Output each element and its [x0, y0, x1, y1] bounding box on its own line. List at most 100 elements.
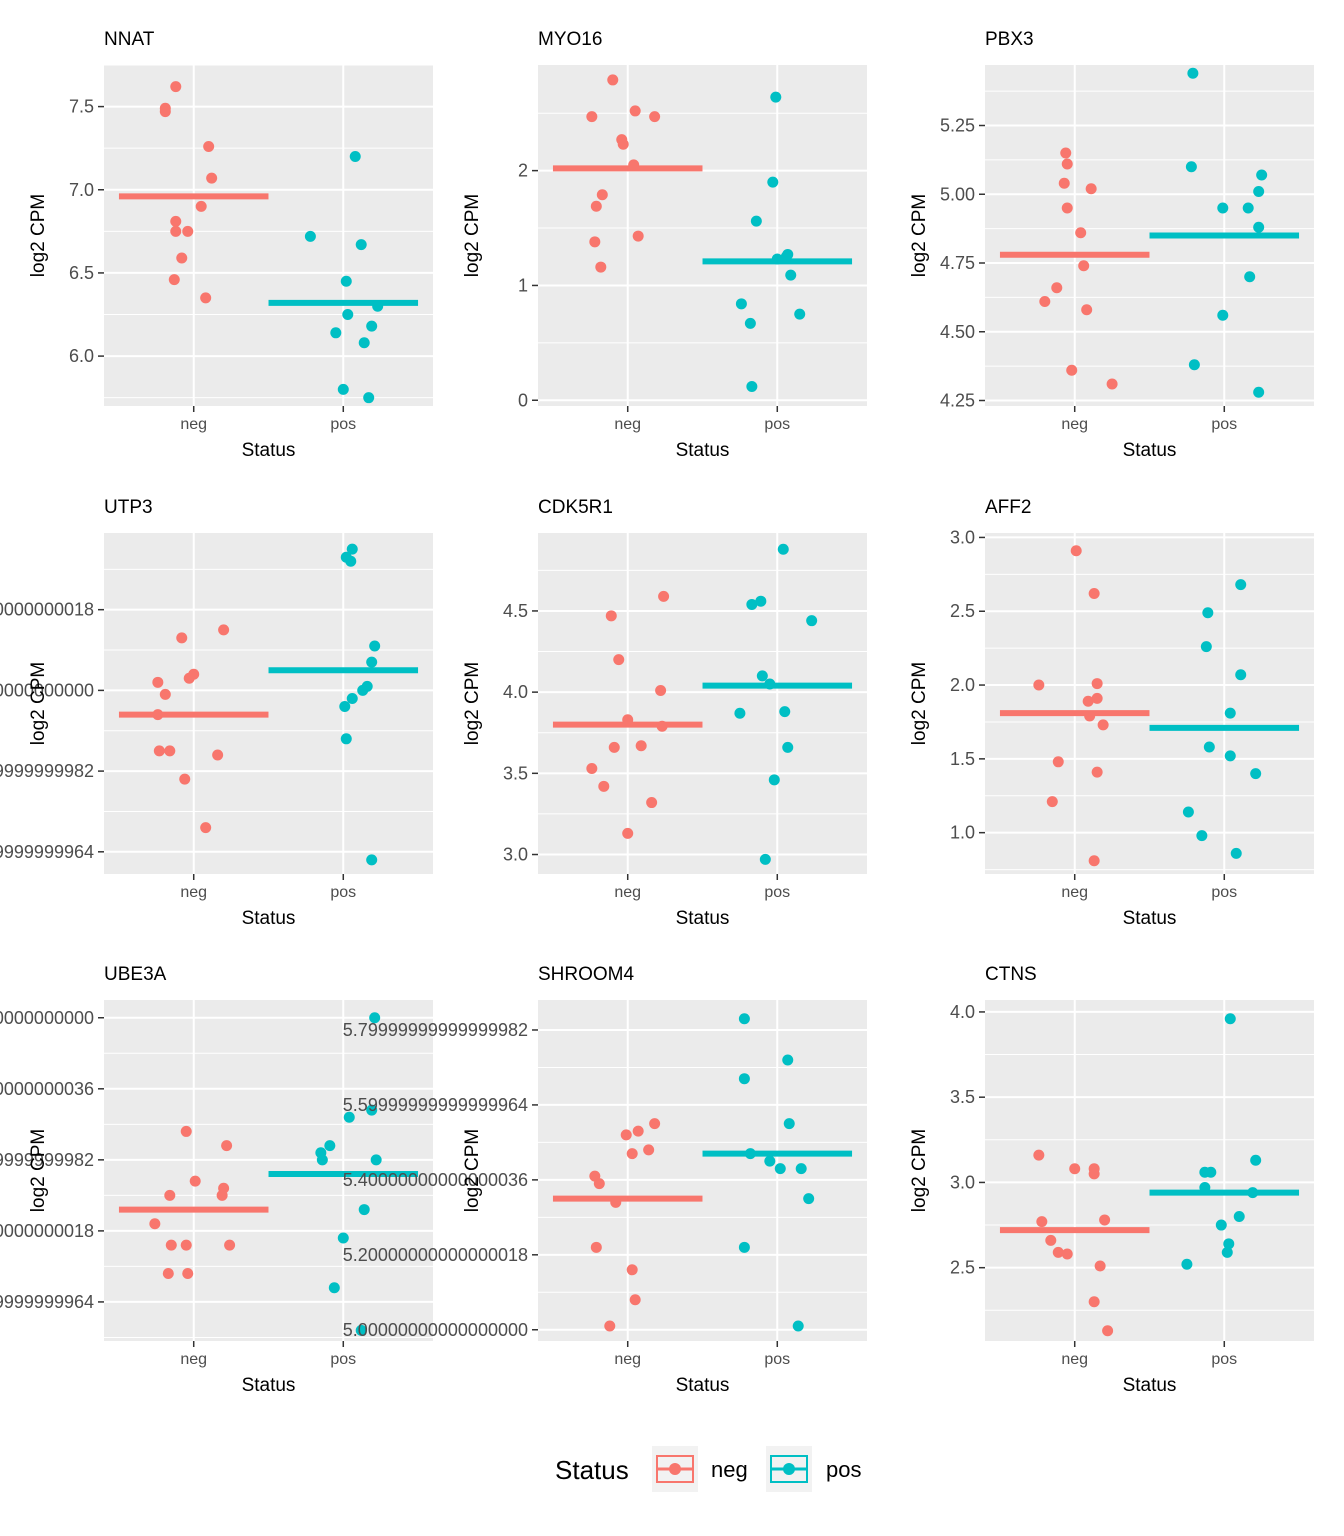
- data-point-pos: [366, 1104, 378, 1116]
- y-tick-label: 7.90000000000000036: [0, 1079, 94, 1099]
- y-tick-label: 5.40000000000000036: [343, 1170, 528, 1190]
- data-point-neg: [622, 714, 634, 726]
- data-point-pos: [304, 230, 316, 242]
- data-point-neg: [1081, 304, 1093, 316]
- y-tick-label: 6.0: [69, 346, 94, 366]
- data-point-neg: [1052, 1246, 1064, 1258]
- y-axis-title: log2 CPM: [462, 662, 483, 745]
- data-point-pos: [768, 774, 780, 786]
- data-point-neg: [1091, 766, 1103, 778]
- data-point-pos: [346, 543, 358, 555]
- y-tick-label: 5.25: [940, 116, 975, 136]
- data-point-pos: [1235, 579, 1247, 591]
- panel-pbx3: 4.25 4.50 4.75 5.00 5.25 neg pos PBX3 Status log2…: [909, 29, 1314, 461]
- data-point-neg: [216, 1189, 228, 1201]
- data-point-pos: [755, 595, 767, 607]
- y-axis-title: log2 CPM: [28, 662, 49, 745]
- y-tick-label: 4.59999999999999964: [0, 842, 94, 862]
- data-point-pos: [783, 1118, 795, 1130]
- y-tick-label: 4.0: [503, 682, 528, 702]
- data-point-pos: [792, 1320, 804, 1332]
- data-point-neg: [610, 1196, 622, 1208]
- data-point-pos: [1221, 1246, 1233, 1258]
- data-point-neg: [189, 1175, 201, 1187]
- data-point-neg: [646, 797, 658, 809]
- data-point-neg: [626, 1264, 638, 1276]
- data-point-neg: [586, 111, 598, 123]
- data-point-pos: [779, 706, 791, 718]
- data-point-pos: [794, 308, 806, 320]
- data-point-neg: [649, 1118, 661, 1130]
- data-point-neg: [159, 688, 171, 700]
- data-point-neg: [1033, 679, 1045, 691]
- data-point-pos: [330, 327, 342, 339]
- data-point-neg: [153, 745, 165, 757]
- data-point-neg: [164, 745, 176, 757]
- data-point-pos: [345, 555, 357, 567]
- data-point-neg: [593, 1178, 605, 1190]
- y-tick-label: 7.59999999999999964: [0, 1292, 94, 1312]
- panel-title: AFF2: [985, 497, 1031, 518]
- x-tick-label-pos: pos: [330, 884, 356, 901]
- data-point-neg: [613, 654, 625, 666]
- y-axis-title: log2 CPM: [462, 194, 483, 277]
- y-tick-label: 4.50: [940, 322, 975, 342]
- data-point-neg: [604, 1320, 616, 1332]
- data-point-neg: [218, 624, 230, 636]
- data-point-neg: [1099, 1214, 1111, 1226]
- data-point-neg: [1102, 1325, 1114, 1337]
- data-point-neg: [1097, 719, 1109, 731]
- data-point-neg: [182, 225, 194, 237]
- y-tick-label: 5.00000000000000000: [343, 1320, 528, 1340]
- data-point-neg: [182, 1268, 194, 1280]
- x-axis-title: Status: [1123, 440, 1177, 461]
- y-tick-label: 3.0: [950, 1172, 975, 1192]
- data-point-neg: [170, 215, 182, 227]
- panel-title: NNAT: [104, 29, 155, 50]
- data-point-neg: [1085, 183, 1097, 195]
- y-tick-label: 1: [518, 275, 528, 295]
- data-point-pos: [782, 741, 794, 753]
- y-tick-label: 3.0: [503, 845, 528, 865]
- data-point-neg: [632, 1125, 644, 1137]
- data-point-pos: [806, 615, 818, 627]
- data-point-pos: [1253, 186, 1265, 197]
- data-point-neg: [656, 720, 668, 732]
- y-tick-label: 4.75: [940, 253, 975, 273]
- data-point-neg: [655, 685, 667, 697]
- data-point-pos: [1203, 741, 1215, 753]
- data-point-pos: [366, 320, 378, 332]
- x-axis-title: Status: [676, 908, 730, 929]
- y-tick-label: 2.0: [950, 675, 975, 695]
- data-point-pos: [744, 317, 756, 329]
- data-point-pos: [1230, 847, 1242, 859]
- panel-background: [985, 533, 1314, 874]
- data-point-pos: [343, 1111, 355, 1123]
- x-tick-label-neg: neg: [180, 1351, 207, 1368]
- data-point-neg: [183, 672, 195, 684]
- data-point-pos: [358, 337, 370, 349]
- panel-title: PBX3: [985, 29, 1034, 50]
- x-tick-label-neg: neg: [180, 416, 207, 433]
- data-point-pos: [358, 1204, 370, 1216]
- legend-title: Status: [555, 1455, 629, 1485]
- x-tick-label-neg: neg: [1061, 1351, 1088, 1368]
- x-tick-label-neg: neg: [1061, 884, 1088, 901]
- data-point-pos: [1223, 1238, 1235, 1250]
- x-tick-label-pos: pos: [330, 416, 356, 433]
- data-point-pos: [1196, 830, 1208, 842]
- data-point-neg: [200, 292, 212, 304]
- data-point-neg: [1036, 1216, 1048, 1228]
- data-point-pos: [1205, 1166, 1217, 1178]
- data-point-pos: [1233, 1211, 1245, 1223]
- data-point-pos: [764, 1155, 776, 1167]
- data-point-pos: [337, 383, 349, 395]
- data-point-pos: [339, 701, 351, 713]
- data-point-neg: [203, 141, 215, 153]
- data-point-neg: [595, 261, 607, 273]
- data-point-neg: [632, 230, 644, 242]
- data-point-neg: [643, 1144, 655, 1156]
- y-tick-label: 4.79999999999999982: [0, 761, 94, 781]
- data-point-neg: [598, 780, 610, 792]
